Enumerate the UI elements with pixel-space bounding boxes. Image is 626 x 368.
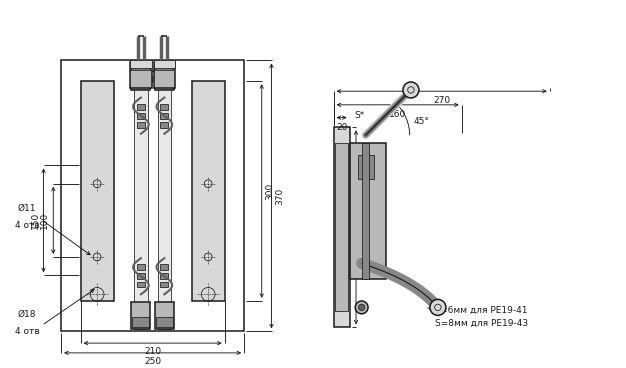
Text: 4 отв: 4 отв (14, 221, 39, 230)
Bar (155, 302, 174, 329)
Bar (130, 63, 151, 88)
Circle shape (430, 300, 446, 315)
Bar (155, 63, 174, 90)
Text: Ø18: Ø18 (18, 310, 36, 319)
Text: 4 отв: 4 отв (14, 326, 39, 336)
Polygon shape (130, 63, 151, 70)
Text: 250: 250 (360, 219, 369, 236)
Text: 210: 210 (144, 347, 161, 356)
Bar (160, 105, 168, 110)
Bar (349, 143, 386, 279)
Bar (160, 113, 168, 119)
Text: Ø11: Ø11 (18, 204, 36, 213)
Bar (357, 155, 374, 179)
Bar (132, 317, 150, 326)
Bar (137, 122, 145, 128)
Bar (160, 122, 168, 128)
Circle shape (359, 304, 365, 311)
Text: 45°: 45° (414, 117, 429, 125)
Bar (130, 60, 151, 68)
Text: 80: 80 (147, 76, 158, 85)
Bar (137, 105, 145, 110)
Bar (158, 63, 171, 329)
Circle shape (355, 301, 368, 314)
Bar (362, 143, 369, 279)
Bar (156, 317, 173, 326)
Text: * S=6мм для РЕ19-41: * S=6мм для РЕ19-41 (427, 305, 528, 314)
Bar (335, 143, 348, 311)
Bar (132, 75, 150, 85)
Circle shape (403, 82, 419, 98)
Text: 250: 250 (144, 357, 161, 366)
Text: 370: 370 (275, 187, 284, 205)
Polygon shape (153, 63, 175, 70)
Bar (153, 60, 175, 68)
Bar (334, 127, 349, 328)
Bar (160, 264, 168, 270)
Bar (137, 282, 145, 287)
Bar (137, 113, 145, 119)
Bar (137, 273, 145, 279)
Text: 300: 300 (265, 183, 275, 200)
Text: 100: 100 (41, 212, 49, 229)
Text: S=8мм для РЕ19-43: S=8мм для РЕ19-43 (435, 319, 528, 328)
Bar (81, 81, 113, 301)
Text: 270: 270 (433, 96, 450, 105)
Bar (131, 302, 150, 329)
Text: 160: 160 (389, 110, 406, 119)
Bar (135, 63, 148, 329)
Text: 20: 20 (336, 123, 347, 131)
Bar (192, 81, 225, 301)
Text: 150: 150 (31, 212, 39, 229)
Text: S*: S* (354, 111, 365, 120)
Bar (61, 60, 244, 332)
Bar (153, 63, 175, 88)
Bar (156, 75, 173, 85)
Bar (137, 264, 145, 270)
Bar (160, 282, 168, 287)
Bar (131, 63, 150, 90)
Bar (160, 273, 168, 279)
